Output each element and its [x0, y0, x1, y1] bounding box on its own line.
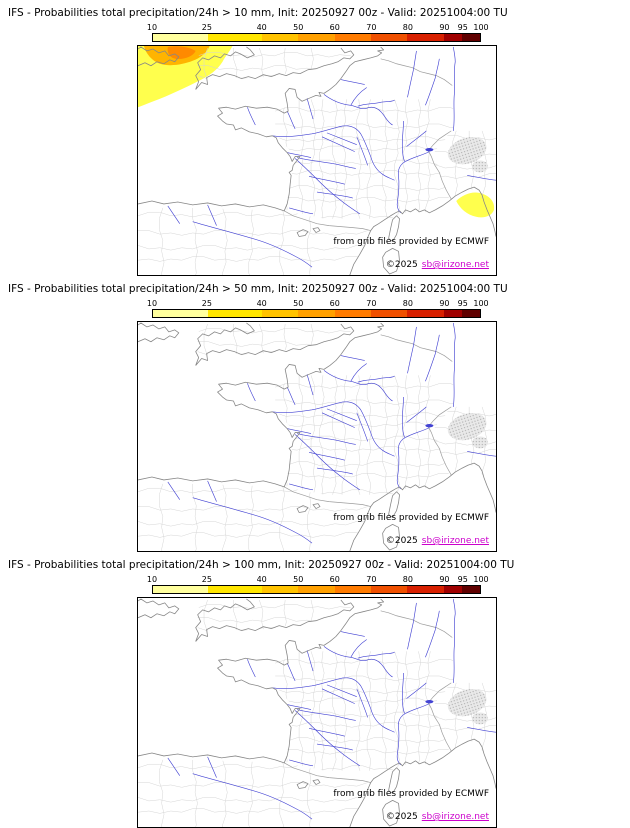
- credit-email-link: sb@irizone.net: [421, 812, 489, 822]
- panel-title: IFS - Probabilities total precipitation/…: [8, 7, 508, 19]
- probability-colorbar: 10 25 40 50 60 70 80 90 95 100: [147, 299, 489, 319]
- colorbar-tick-label: 10: [146, 299, 158, 308]
- colorbar-segment: [370, 586, 408, 593]
- colorbar-tick-label: 60: [329, 23, 340, 32]
- colorbar-segment: [407, 34, 444, 41]
- colorbar-tick-label: 25: [201, 23, 212, 32]
- colorbar-tick-label: 95: [457, 299, 468, 308]
- colorbar-segment: [334, 34, 371, 41]
- credit-copyright: ©2025 sb@irizone.net: [386, 260, 489, 270]
- colorbar-tick-label: 80: [402, 23, 413, 32]
- colorbar-tick-label: 50: [293, 575, 304, 584]
- colorbar-tick-label: 50: [293, 23, 304, 32]
- colorbar-segment: [262, 34, 299, 41]
- colorbar-segment: [443, 586, 462, 593]
- colorbar-tick-label: 90: [439, 299, 450, 308]
- colorbar-segment: [461, 586, 480, 593]
- colorbar-tick-label: 70: [366, 23, 377, 32]
- colorbar-segment: [298, 310, 335, 317]
- credit-year: ©2025: [385, 260, 418, 270]
- panel-precip-gt-50mm: IFS - Probabilities total precipitation/…: [0, 276, 630, 552]
- colorbar-tick-label: 40: [256, 23, 267, 32]
- colorbar-segment: [207, 34, 262, 41]
- credit-provider: from grib files provided by ECMWF: [333, 237, 489, 247]
- colorbar-segment: [153, 34, 208, 41]
- colorbar-segment: [207, 310, 262, 317]
- colorbar-segment: [334, 586, 371, 593]
- colorbar-segment: [298, 34, 335, 41]
- colorbar-segment: [461, 34, 480, 41]
- colorbar-segment: [153, 586, 208, 593]
- panel-title: IFS - Probabilities total precipitation/…: [8, 283, 508, 295]
- colorbar-tick-label: 50: [293, 299, 304, 308]
- credit-email-link: sb@irizone.net: [421, 260, 489, 270]
- panel-precip-gt-100mm: IFS - Probabilities total precipitation/…: [0, 552, 630, 828]
- colorbar-gradient: [152, 309, 481, 318]
- colorbar-gradient: [152, 585, 481, 594]
- colorbar-tick-label: 25: [201, 575, 212, 584]
- colorbar-segment: [407, 586, 444, 593]
- credit-year: ©2025: [385, 536, 418, 546]
- panel-precip-gt-10mm: IFS - Probabilities total precipitation/…: [0, 0, 630, 276]
- colorbar-tick-label: 70: [366, 299, 377, 308]
- colorbar-segment: [370, 310, 408, 317]
- colorbar-segment: [370, 34, 408, 41]
- credit-email-link: sb@irizone.net: [421, 536, 489, 546]
- colorbar-segment: [334, 310, 371, 317]
- credit-copyright: ©2025 sb@irizone.net: [386, 812, 489, 822]
- colorbar-tick-label: 40: [256, 299, 267, 308]
- colorbar-segment: [298, 586, 335, 593]
- colorbar-tick-label: 100: [473, 575, 489, 584]
- map-precip-gt-50mm: from grib files provided by ECMWF ©2025 s…: [137, 321, 497, 552]
- colorbar-gradient: [152, 33, 481, 42]
- precipitation-overlay-layer: [138, 46, 495, 218]
- colorbar-tick-label: 10: [146, 575, 158, 584]
- colorbar-segment: [262, 586, 299, 593]
- colorbar-segment: [461, 310, 480, 317]
- credit-copyright: ©2025 sb@irizone.net: [386, 536, 489, 546]
- colorbar-segment: [407, 310, 444, 317]
- probability-colorbar: 10 25 40 50 60 70 80 90 95 100: [147, 575, 489, 595]
- colorbar-tick-label: 10: [146, 23, 158, 32]
- probability-colorbar: 10 25 40 50 60 70 80 90 95 100: [147, 23, 489, 43]
- panel-title: IFS - Probabilities total precipitation/…: [8, 559, 515, 571]
- colorbar-tick-label: 95: [457, 23, 468, 32]
- colorbar-tick-label: 95: [457, 575, 468, 584]
- colorbar-tick-label: 90: [439, 23, 450, 32]
- credit-provider: from grib files provided by ECMWF: [333, 513, 489, 523]
- colorbar-segment: [153, 310, 208, 317]
- colorbar-segment: [262, 310, 299, 317]
- colorbar-tick-label: 25: [201, 299, 212, 308]
- colorbar-tick-label: 100: [473, 299, 489, 308]
- credit-year: ©2025: [385, 812, 418, 822]
- colorbar-tick-label: 80: [402, 299, 413, 308]
- map-precip-gt-100mm: from grib files provided by ECMWF ©2025 s…: [137, 597, 497, 828]
- colorbar-tick-label: 80: [402, 575, 413, 584]
- colorbar-tick-label: 60: [329, 299, 340, 308]
- colorbar-segment: [207, 586, 262, 593]
- colorbar-tick-label: 90: [439, 575, 450, 584]
- map-precip-gt-10mm: from grib files provided by ECMWF ©2025 s…: [137, 45, 497, 276]
- colorbar-segment: [443, 310, 462, 317]
- colorbar-tick-label: 40: [256, 575, 267, 584]
- colorbar-tick-label: 100: [473, 23, 489, 32]
- credit-provider: from grib files provided by ECMWF: [333, 789, 489, 799]
- colorbar-segment: [443, 34, 462, 41]
- colorbar-tick-label: 60: [329, 575, 340, 584]
- colorbar-tick-label: 70: [366, 575, 377, 584]
